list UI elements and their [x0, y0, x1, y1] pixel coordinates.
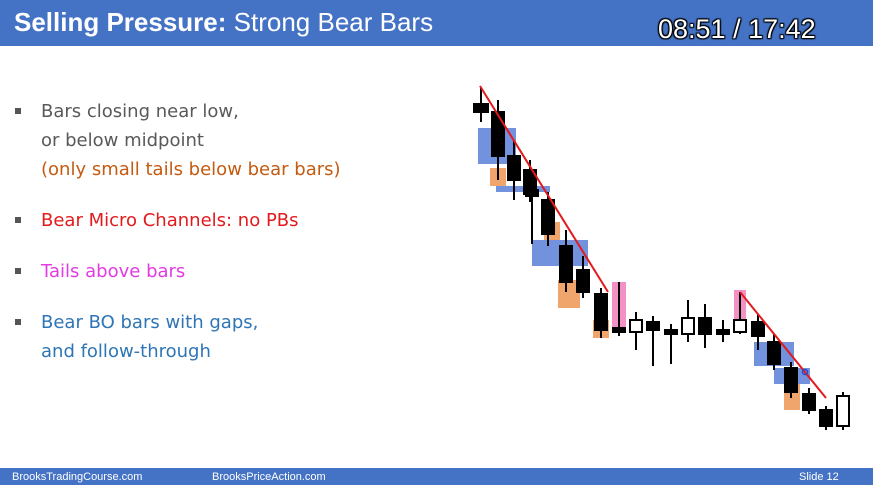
- playback-timer: 08:51 / 17:42: [658, 14, 816, 44]
- tail-highlight: [558, 280, 580, 308]
- bullet-marker: [15, 268, 21, 274]
- bear-candle: [646, 321, 660, 331]
- bear-candle: [612, 327, 626, 333]
- bear-candle: [594, 293, 608, 331]
- bullet-marker: [15, 319, 21, 325]
- bear-candle: [473, 103, 489, 113]
- bear-candle: [784, 367, 798, 393]
- bullet-text: Bear BO bars with gaps,: [41, 312, 259, 333]
- bear-candle: [716, 329, 730, 335]
- bullet-marker: [15, 217, 21, 223]
- signal-dot: [801, 368, 809, 376]
- bear-trendline: [479, 85, 609, 293]
- bear-candle: [541, 199, 555, 235]
- bear-candle: [559, 245, 573, 283]
- bullet-text: Bars closing near low,: [41, 101, 239, 122]
- bullet-item-micro-channels: Bear Micro Channels: no PBs: [14, 206, 434, 235]
- bear-candle: [698, 317, 712, 335]
- bullet-list: Bars closing near low, or below midpoint…: [14, 97, 434, 388]
- footer-bar: BrooksTradingCourse.com BrooksPriceActio…: [0, 468, 873, 485]
- bullet-marker: [15, 108, 21, 114]
- bullet-subnote: (only small tails below bear bars): [41, 159, 341, 180]
- bear-candle: [819, 409, 833, 427]
- slide-title-rest: Strong Bear Bars: [226, 7, 434, 37]
- bear-candle: [491, 111, 505, 157]
- bear-candle: [525, 189, 539, 197]
- bear-candle: [576, 269, 590, 293]
- footer-site-center: BrooksPriceAction.com: [212, 471, 326, 483]
- bull-candle: [733, 319, 747, 333]
- slide-title-bold: Selling Pressure:: [14, 7, 227, 37]
- bear-candle: [767, 341, 781, 365]
- bear-candle: [507, 155, 521, 181]
- slide-number: Slide 12: [799, 471, 839, 483]
- bear-candle: [751, 321, 765, 337]
- title-bar: Selling Pressure: Strong Bear Bars 08:51…: [0, 0, 873, 46]
- bullet-item-close-near-low: Bars closing near low, or below midpoint…: [14, 97, 434, 184]
- bullet-text: or below midpoint: [41, 130, 204, 151]
- bear-candle: [664, 329, 678, 335]
- slide-title: Selling Pressure: Strong Bear Bars: [14, 6, 433, 38]
- candlestick-chart-illustration: [473, 85, 850, 430]
- candles: [473, 88, 850, 430]
- bull-candle: [836, 395, 850, 427]
- bull-candle: [681, 317, 695, 335]
- bullet-item-tails-above: Tails above bars: [14, 257, 434, 286]
- bullet-text: Bear Micro Channels: no PBs: [41, 210, 299, 231]
- bullet-item-bo-bars: Bear BO bars with gaps, and follow-throu…: [14, 308, 434, 366]
- bullet-text: Tails above bars: [41, 261, 186, 282]
- bear-candle: [802, 393, 816, 411]
- footer-site-left: BrooksTradingCourse.com: [12, 471, 143, 483]
- bull-candle: [629, 319, 643, 333]
- bullet-text: and follow-through: [41, 341, 211, 362]
- bear-trendline: [739, 291, 827, 399]
